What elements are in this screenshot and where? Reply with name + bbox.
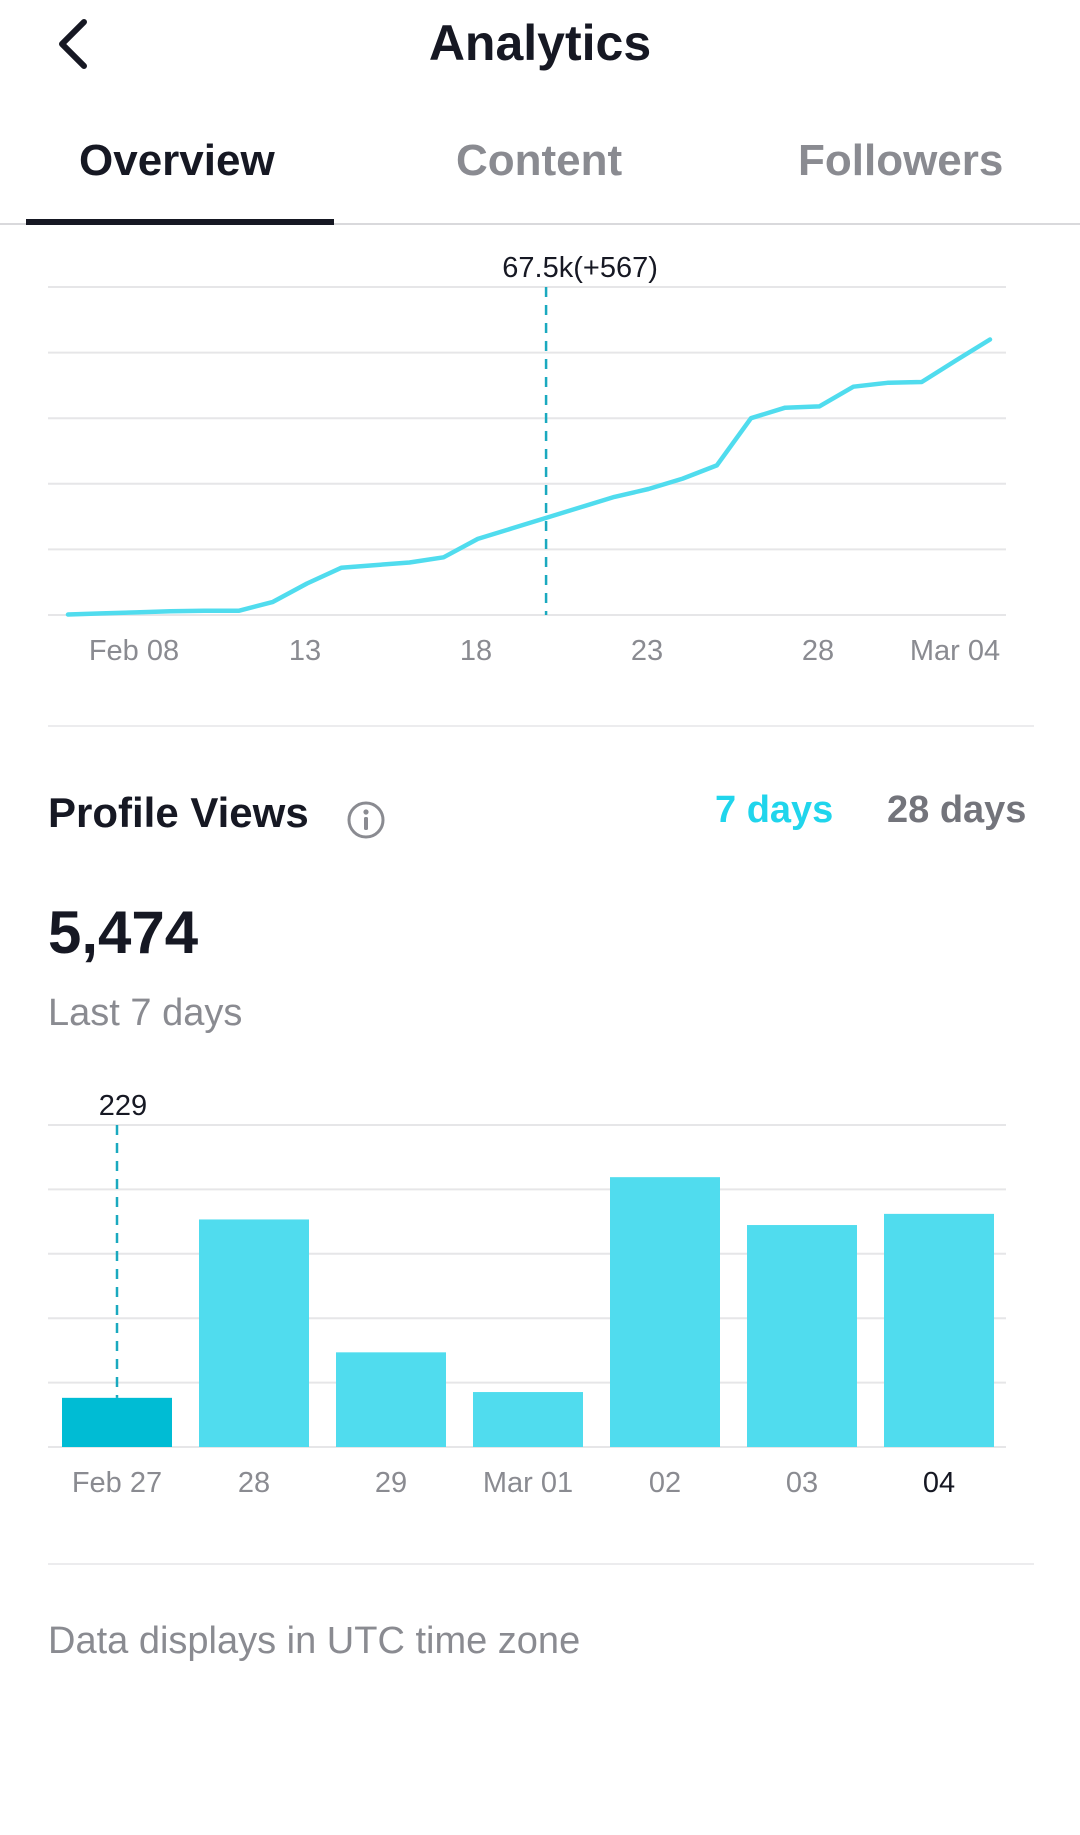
info-icon[interactable] bbox=[346, 800, 386, 840]
bar[interactable] bbox=[884, 1213, 994, 1447]
x-tick-label: 28 bbox=[238, 1467, 270, 1499]
timezone-note: Data displays in UTC time zone bbox=[48, 1620, 581, 1662]
bar[interactable] bbox=[473, 1392, 583, 1447]
bar[interactable] bbox=[610, 1177, 720, 1447]
bar[interactable] bbox=[62, 1397, 172, 1447]
tooltip-label: 67.5k(+567) bbox=[502, 252, 658, 284]
followers-line-chart: 67.5k(+567) Feb 08 13 18 23 28 Mar 04 bbox=[48, 252, 1006, 667]
section-divider bbox=[48, 1563, 1034, 1565]
back-button[interactable] bbox=[48, 14, 98, 74]
series-line bbox=[65, 337, 993, 617]
section-divider bbox=[48, 725, 1034, 727]
range-option-7-days[interactable]: 7 days bbox=[715, 789, 834, 831]
bar[interactable] bbox=[747, 1225, 857, 1447]
x-tick-label: 02 bbox=[649, 1467, 681, 1499]
period-label: Last 7 days bbox=[48, 992, 243, 1034]
page-title: Analytics bbox=[428, 15, 652, 71]
x-tick-label: Feb 08 bbox=[89, 635, 179, 667]
header-bar: Analytics bbox=[0, 0, 1080, 100]
x-tick-label: 28 bbox=[802, 635, 834, 667]
profile-views-bar-chart: Feb 27 28 29 Mar 01 02 03 04 229 bbox=[48, 1090, 1006, 1499]
tab-bar: Overview Content Followers bbox=[0, 118, 1080, 225]
active-tab-indicator bbox=[26, 219, 334, 225]
tab-content[interactable]: Content bbox=[456, 136, 623, 185]
x-tick-label: 03 bbox=[786, 1467, 818, 1499]
x-tick-label: 04 bbox=[923, 1467, 955, 1499]
range-option-28-days[interactable]: 28 days bbox=[887, 789, 1027, 831]
x-tick-label: 13 bbox=[289, 635, 321, 667]
bar[interactable] bbox=[199, 1219, 309, 1447]
x-tick-label: 18 bbox=[460, 635, 492, 667]
tab-overview[interactable]: Overview bbox=[79, 136, 275, 185]
tab-followers[interactable]: Followers bbox=[798, 136, 1004, 185]
x-tick-label: Feb 27 bbox=[72, 1467, 162, 1499]
x-tick-label: Mar 04 bbox=[910, 635, 1000, 667]
x-tick-label: 23 bbox=[631, 635, 663, 667]
profile-views-total: 5,474 bbox=[48, 899, 199, 966]
section-title-profile-views: Profile Views bbox=[48, 789, 309, 836]
x-tick-label: Mar 01 bbox=[483, 1467, 573, 1499]
bar[interactable] bbox=[336, 1352, 446, 1447]
x-tick-label: 29 bbox=[375, 1467, 407, 1499]
tooltip-label: 229 bbox=[99, 1090, 147, 1122]
chevron-left-icon bbox=[59, 19, 87, 69]
